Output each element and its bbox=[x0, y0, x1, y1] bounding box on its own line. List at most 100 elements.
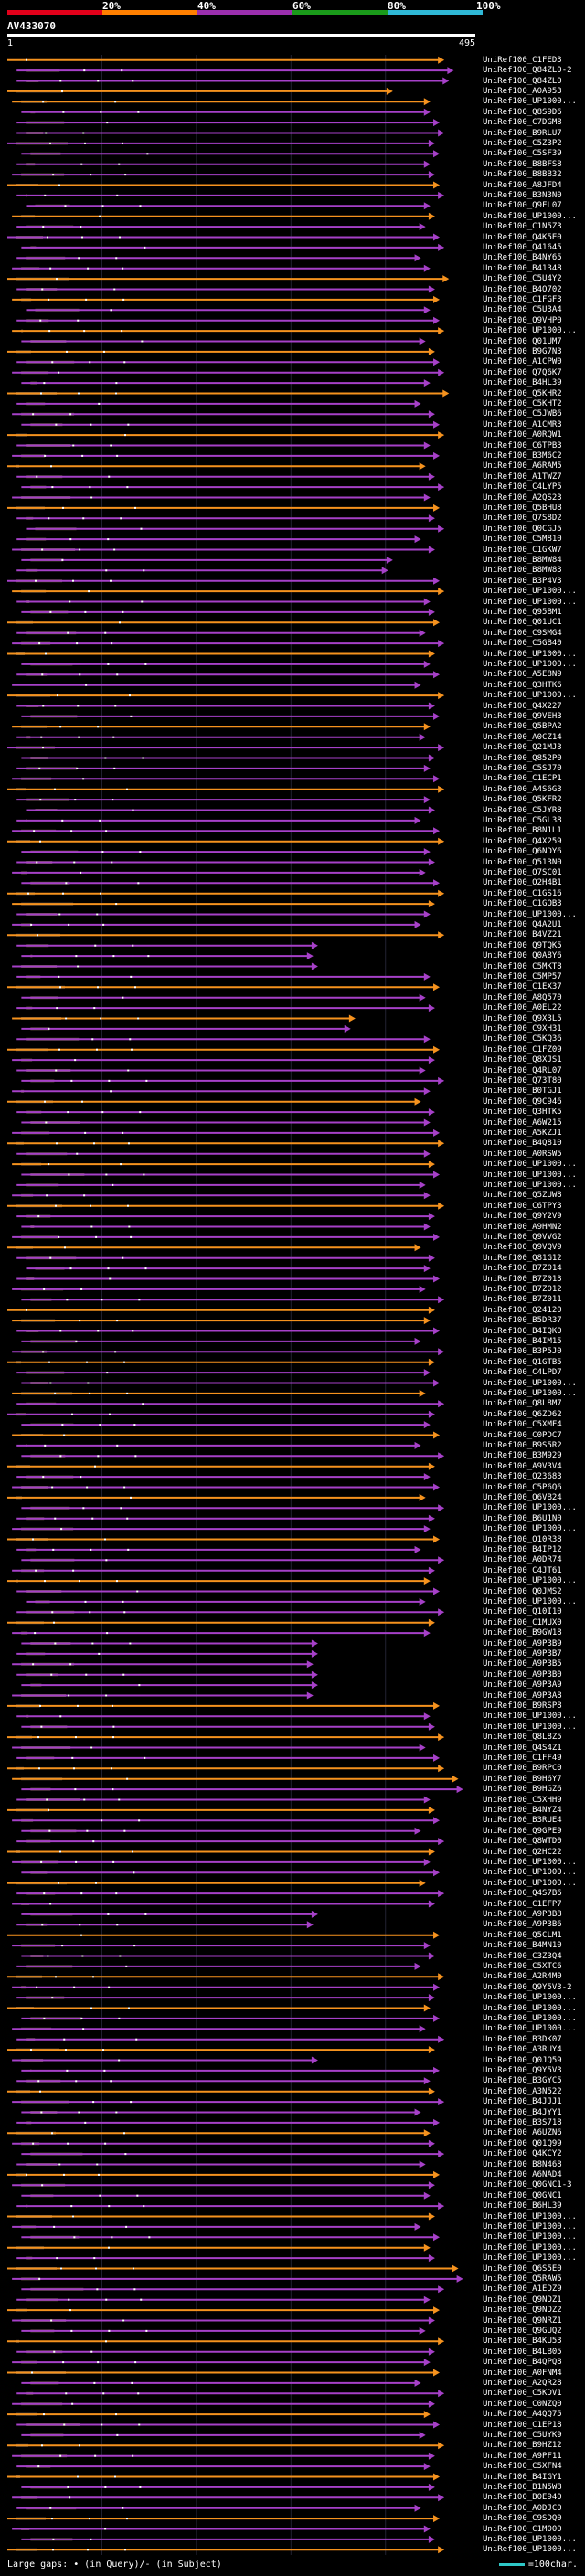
hit-label[interactable]: UniRef100_C5Z3P2 bbox=[483, 138, 562, 148]
hit-label[interactable]: UniRef100_Q8XJS1 bbox=[483, 1055, 562, 1065]
hit-label[interactable]: UniRef100_Q0CGJ5 bbox=[483, 524, 562, 534]
hit-label[interactable]: UniRef100_B4JJJ1 bbox=[483, 2097, 562, 2107]
hit-label[interactable]: UniRef100_UP1000... bbox=[483, 1878, 577, 1888]
hit-label[interactable]: UniRef100_UP1000... bbox=[483, 1576, 577, 1586]
hit-label[interactable]: UniRef100_A0EL22 bbox=[483, 1003, 562, 1013]
hit-label[interactable]: UniRef100_B4Q810 bbox=[483, 1139, 562, 1149]
hit-label[interactable]: UniRef100_B3M6C2 bbox=[483, 451, 562, 461]
hit-label[interactable]: UniRef100_UP1000... bbox=[483, 1170, 577, 1180]
hit-label[interactable]: UniRef100_C5XHH9 bbox=[483, 1795, 562, 1805]
hit-label[interactable]: UniRef100_UP1000... bbox=[483, 1868, 577, 1878]
hit-label[interactable]: UniRef100_C5JWB6 bbox=[483, 409, 562, 419]
hit-label[interactable]: UniRef100_Q7SC01 bbox=[483, 867, 562, 877]
hit-label[interactable]: UniRef100_B9HZ12 bbox=[483, 2441, 562, 2451]
hit-label[interactable]: UniRef100_Q4A2U1 bbox=[483, 919, 562, 929]
hit-label[interactable]: UniRef100_A4QQ75 bbox=[483, 2410, 562, 2420]
hit-label[interactable]: UniRef100_B8BB32 bbox=[483, 170, 562, 180]
hit-label[interactable]: UniRef100_Q9VVG2 bbox=[483, 1232, 562, 1242]
hit-label[interactable]: UniRef100_UP1000... bbox=[483, 1993, 577, 2003]
hit-label[interactable]: UniRef100_A0A953 bbox=[483, 86, 562, 96]
hit-label[interactable]: UniRef100_Q5BHU8 bbox=[483, 503, 562, 513]
hit-label[interactable]: UniRef100_A9P3B0 bbox=[483, 1670, 562, 1680]
hit-label[interactable]: UniRef100_C1M000 bbox=[483, 2524, 562, 2534]
hit-label[interactable]: UniRef100_A6W215 bbox=[483, 1118, 562, 1128]
hit-label[interactable]: UniRef100_B3S718 bbox=[483, 2117, 562, 2127]
hit-label[interactable]: UniRef100_B5DR37 bbox=[483, 1316, 562, 1326]
hit-label[interactable]: UniRef100_C5MP57 bbox=[483, 971, 562, 981]
hit-label[interactable]: UniRef100_UP1000... bbox=[483, 649, 577, 659]
hit-label[interactable]: UniRef100_C4LYP5 bbox=[483, 482, 562, 493]
hit-label[interactable]: UniRef100_UP1000... bbox=[483, 1524, 577, 1534]
hit-label[interactable]: UniRef100_A9V3V4 bbox=[483, 1461, 562, 1471]
hit-label[interactable]: UniRef100_A6RAM5 bbox=[483, 461, 562, 472]
hit-label[interactable]: UniRef100_A9P3B6 bbox=[483, 1920, 562, 1930]
hit-label[interactable]: UniRef100_Q8L8Z5 bbox=[483, 1733, 562, 1743]
hit-label[interactable]: UniRef100_C1FZ09 bbox=[483, 1044, 562, 1055]
hit-label[interactable]: UniRef100_Q5ZUW8 bbox=[483, 1191, 562, 1201]
hit-label[interactable]: UniRef100_UP1000... bbox=[483, 326, 577, 336]
hit-label[interactable]: UniRef100_Q9VHP0 bbox=[483, 315, 562, 325]
hit-label[interactable]: UniRef100_Q01UM7 bbox=[483, 336, 562, 346]
hit-label[interactable]: UniRef100_A9PF11 bbox=[483, 2451, 562, 2461]
hit-label[interactable]: UniRef100_A9P3A9 bbox=[483, 1680, 562, 1691]
hit-label[interactable]: UniRef100_B3P5J0 bbox=[483, 1347, 562, 1357]
hit-label[interactable]: UniRef100_Q84ZL0 bbox=[483, 76, 562, 86]
hit-label[interactable]: UniRef100_B9RLU7 bbox=[483, 128, 562, 138]
hit-label[interactable]: UniRef100_C5JYR8 bbox=[483, 805, 562, 815]
hit-label[interactable]: UniRef100_UP1000... bbox=[483, 1857, 577, 1867]
hit-label[interactable]: UniRef100_Q95BM1 bbox=[483, 607, 562, 617]
hit-label[interactable]: UniRef100_C1ECP1 bbox=[483, 774, 562, 784]
hit-label[interactable]: UniRef100_Q81G12 bbox=[483, 1253, 562, 1263]
hit-label[interactable]: UniRef100_C4LPD7 bbox=[483, 1368, 562, 1378]
hit-label[interactable]: UniRef100_Q01Q99 bbox=[483, 2138, 562, 2148]
hit-label[interactable]: UniRef100_Q3HTK5 bbox=[483, 1108, 562, 1118]
hit-label[interactable]: UniRef100_C5M810 bbox=[483, 535, 562, 545]
hit-label[interactable]: UniRef100_B8N1L1 bbox=[483, 826, 562, 836]
hit-label[interactable]: UniRef100_A8JFD4 bbox=[483, 180, 562, 190]
hit-label[interactable]: UniRef100_UP1000... bbox=[483, 691, 577, 701]
hit-label[interactable]: UniRef100_Q5CLM1 bbox=[483, 1930, 562, 1940]
hit-label[interactable]: UniRef100_Q9NDZ2 bbox=[483, 2306, 562, 2316]
hit-label[interactable]: UniRef100_B0TGJ1 bbox=[483, 1087, 562, 1097]
hit-label[interactable]: UniRef100_Q7Q6K7 bbox=[483, 367, 562, 377]
hit-label[interactable]: UniRef100_A2R4M0 bbox=[483, 1972, 562, 1982]
hit-label[interactable]: UniRef100_UP1000... bbox=[483, 1160, 577, 1170]
hit-label[interactable]: UniRef100_B6U1N0 bbox=[483, 1513, 562, 1523]
hit-label[interactable]: UniRef100_C1GQB3 bbox=[483, 899, 562, 909]
hit-label[interactable]: UniRef100_B9G7N3 bbox=[483, 346, 562, 356]
hit-label[interactable]: UniRef100_A2QR28 bbox=[483, 2378, 562, 2388]
hit-label[interactable]: UniRef100_Q9TQK5 bbox=[483, 940, 562, 950]
hit-label[interactable]: UniRef100_A9P3B8 bbox=[483, 1909, 562, 1919]
hit-label[interactable]: UniRef100_A2QS23 bbox=[483, 493, 562, 503]
hit-label[interactable]: UniRef100_C5SJ70 bbox=[483, 763, 562, 773]
hit-label[interactable]: UniRef100_UP1000... bbox=[483, 2211, 577, 2221]
hit-label[interactable]: UniRef100_C1N5Z3 bbox=[483, 222, 562, 232]
hit-label[interactable]: UniRef100_C1GS16 bbox=[483, 888, 562, 898]
hit-label[interactable]: UniRef100_Q4X259 bbox=[483, 836, 562, 846]
hit-label[interactable]: UniRef100_Q4RL07 bbox=[483, 1065, 562, 1076]
hit-label[interactable]: UniRef100_B4Q702 bbox=[483, 284, 562, 294]
hit-label[interactable]: UniRef100_A5E8N9 bbox=[483, 670, 562, 680]
hit-label[interactable]: UniRef100_Q9Y5V3-2 bbox=[483, 1982, 572, 1992]
hit-label[interactable]: UniRef100_Q3HTK6 bbox=[483, 680, 562, 690]
hit-label[interactable]: UniRef100_Q9VEH3 bbox=[483, 711, 562, 721]
hit-label[interactable]: UniRef100_UP1000... bbox=[483, 1180, 577, 1190]
hit-label[interactable]: UniRef100_Q852P0 bbox=[483, 753, 562, 763]
hit-label[interactable]: UniRef100_Q0GNC1-3 bbox=[483, 2180, 572, 2190]
hit-label[interactable]: UniRef100_B4LB05 bbox=[483, 2347, 562, 2357]
hit-label[interactable]: UniRef100_C0NZQ0 bbox=[483, 2399, 562, 2409]
hit-label[interactable]: UniRef100_C6TPB3 bbox=[483, 440, 562, 451]
hit-label[interactable]: UniRef100_B4NYZ4 bbox=[483, 1805, 562, 1815]
hit-label[interactable]: UniRef100_B3GYC5 bbox=[483, 2076, 562, 2086]
hit-label[interactable]: UniRef100_B3N3N0 bbox=[483, 190, 562, 200]
hit-label[interactable]: UniRef100_A9HMN2 bbox=[483, 1222, 562, 1232]
hit-label[interactable]: UniRef100_C5KQ36 bbox=[483, 1034, 562, 1044]
hit-label[interactable]: UniRef100_B9S5R2 bbox=[483, 1440, 562, 1450]
hit-label[interactable]: UniRef100_B7Z013 bbox=[483, 1274, 562, 1284]
hit-label[interactable]: UniRef100_A6NAD4 bbox=[483, 2169, 562, 2179]
hit-label[interactable]: UniRef100_Q9X3L5 bbox=[483, 1013, 562, 1023]
hit-label[interactable]: UniRef100_Q8L8M7 bbox=[483, 1399, 562, 1409]
hit-label[interactable]: UniRef100_Q7S8D2 bbox=[483, 514, 562, 524]
hit-label[interactable]: UniRef100_B9RSP8 bbox=[483, 1701, 562, 1711]
hit-label[interactable]: UniRef100_Q9GUQ2 bbox=[483, 2326, 562, 2336]
